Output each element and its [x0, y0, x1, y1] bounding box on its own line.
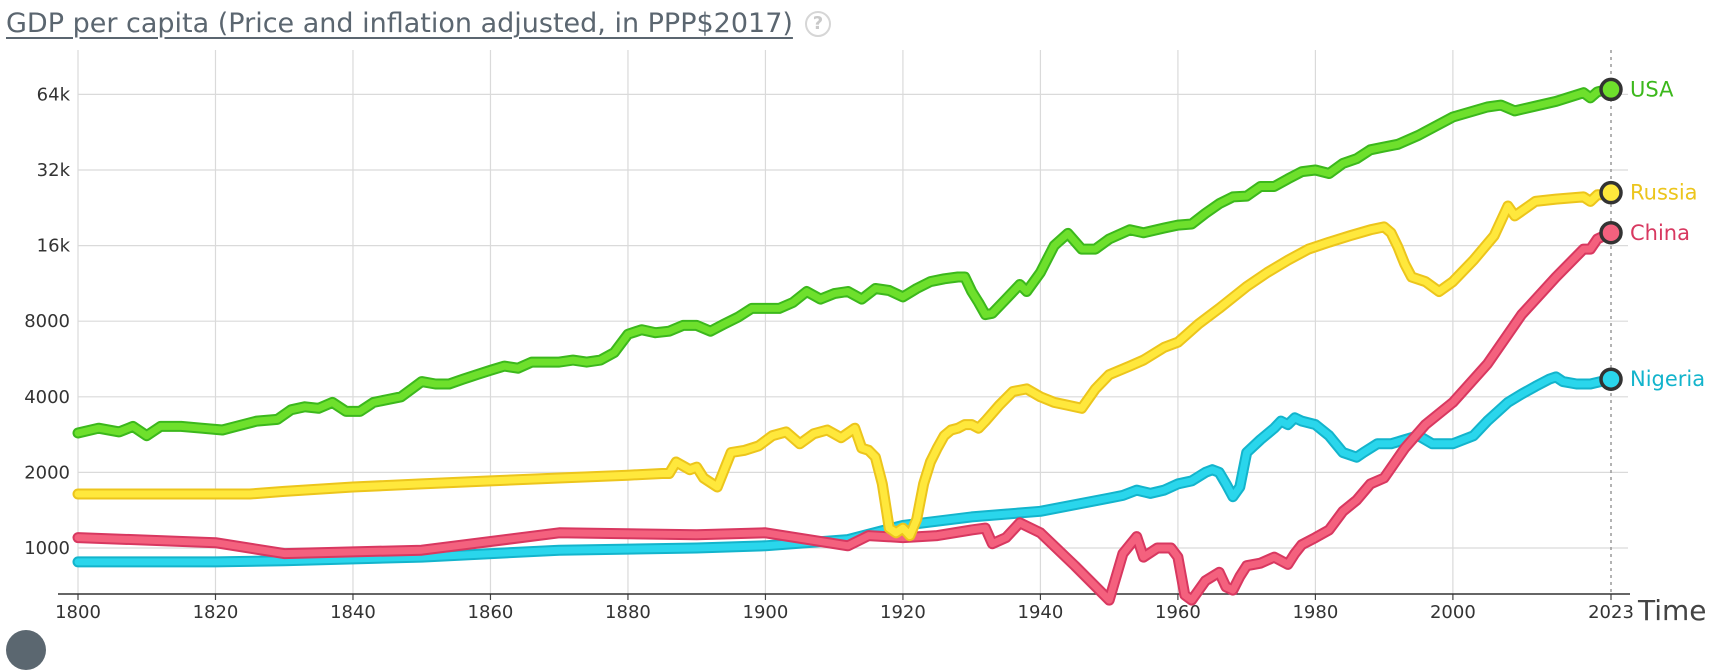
x-tick-label: 1820	[193, 602, 239, 623]
series-label-usa[interactable]: USA	[1630, 77, 1674, 101]
x-tick-label: 1920	[880, 602, 926, 623]
end-marker-usa[interactable]	[1599, 77, 1623, 102]
x-tick-label: 1940	[1018, 602, 1064, 623]
series-label-nigeria[interactable]: Nigeria	[1630, 367, 1705, 391]
y-tick-label: 2000	[24, 462, 70, 483]
chart-title[interactable]: GDP per capita (Price and inflation adju…	[6, 8, 793, 39]
series-line-nigeria[interactable]	[74, 373, 1615, 566]
x-axis: 1800 1820 1840 1860 1880 1900 1920 1940 1960 1980…	[55, 593, 1634, 623]
x-tick-label: 1840	[330, 602, 376, 623]
x-tick-label: 1960	[1155, 602, 1201, 623]
y-tick-label: 64k	[37, 84, 71, 105]
chart-title-row: GDP per capita (Price and inflation adju…	[6, 8, 831, 39]
series-label-russia[interactable]: Russia	[1630, 181, 1698, 205]
series-line-usa[interactable]	[74, 85, 1615, 440]
x-tick-label: 1860	[468, 602, 514, 623]
series-end-markers[interactable]: USA Russia China Nigeria	[1599, 77, 1705, 391]
x-tick-label: 2023	[1588, 602, 1634, 623]
y-tick-label: 1000	[24, 538, 70, 559]
series-lines	[72, 83, 1617, 606]
x-tick-label: 1900	[743, 602, 789, 623]
x-tick-label: 1880	[605, 602, 651, 623]
play-button[interactable]	[6, 630, 46, 670]
y-tick-label: 4000	[24, 387, 70, 408]
grid-lines	[77, 50, 1628, 594]
y-axis-tick-labels: 1000 2000 4000 8000 16k 32k 64k	[24, 84, 70, 559]
x-tick-label: 1800	[55, 602, 101, 623]
y-tick-label: 16k	[37, 236, 71, 257]
x-tick-label: 1980	[1292, 602, 1338, 623]
x-axis-title[interactable]: Time	[1637, 594, 1707, 627]
series-line-china[interactable]	[74, 229, 1615, 604]
series-outline-usa	[72, 83, 1617, 442]
y-tick-label: 32k	[37, 160, 71, 181]
end-marker-nigeria[interactable]	[1599, 367, 1623, 391]
end-marker-russia[interactable]	[1599, 180, 1623, 205]
y-tick-label: 8000	[24, 311, 70, 332]
question-circle-icon[interactable]: ?	[804, 10, 831, 37]
x-tick-label: 2000	[1430, 602, 1476, 623]
series-label-china[interactable]: China	[1630, 221, 1690, 245]
end-marker-china[interactable]	[1599, 221, 1623, 245]
series-line-russia[interactable]	[74, 189, 1615, 540]
